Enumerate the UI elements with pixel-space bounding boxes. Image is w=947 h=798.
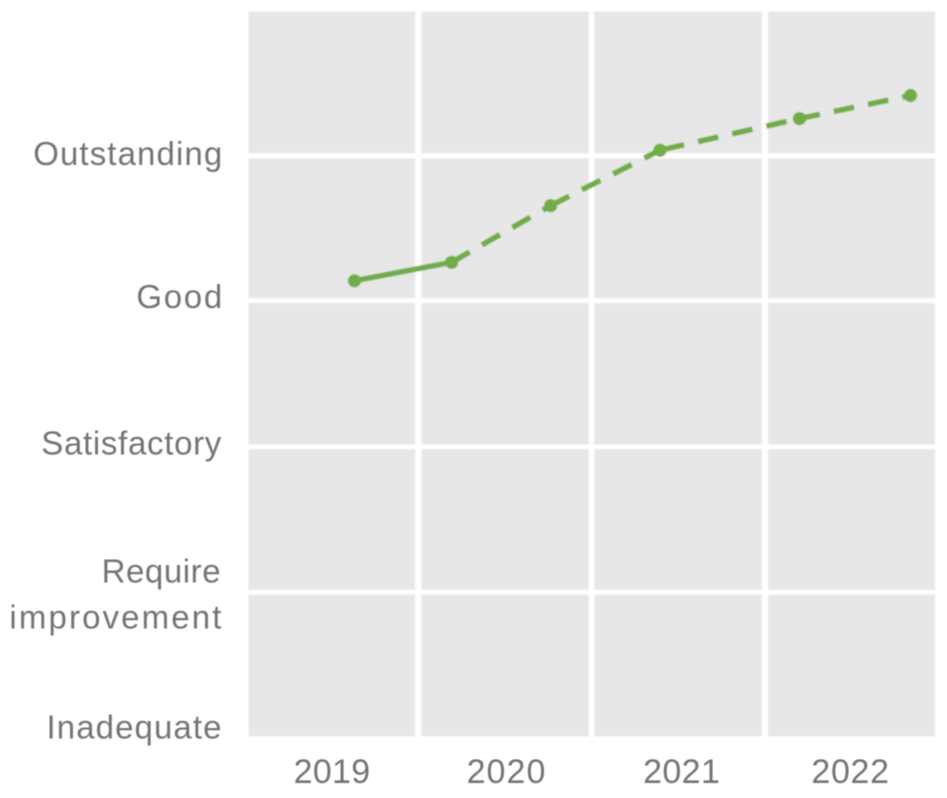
- svg-text:Inadequate: Inadequate: [47, 708, 222, 745]
- svg-text:2019: 2019: [294, 753, 371, 791]
- svg-text:improvement: improvement: [9, 599, 221, 636]
- svg-text:2021: 2021: [643, 753, 720, 791]
- svg-text:Require: Require: [102, 552, 221, 589]
- svg-text:2020: 2020: [467, 753, 546, 791]
- svg-text:Good: Good: [136, 278, 222, 315]
- svg-text:2022: 2022: [811, 753, 889, 791]
- svg-text:Satisfactory: Satisfactory: [41, 425, 222, 462]
- svg-text:Outstanding: Outstanding: [33, 135, 222, 172]
